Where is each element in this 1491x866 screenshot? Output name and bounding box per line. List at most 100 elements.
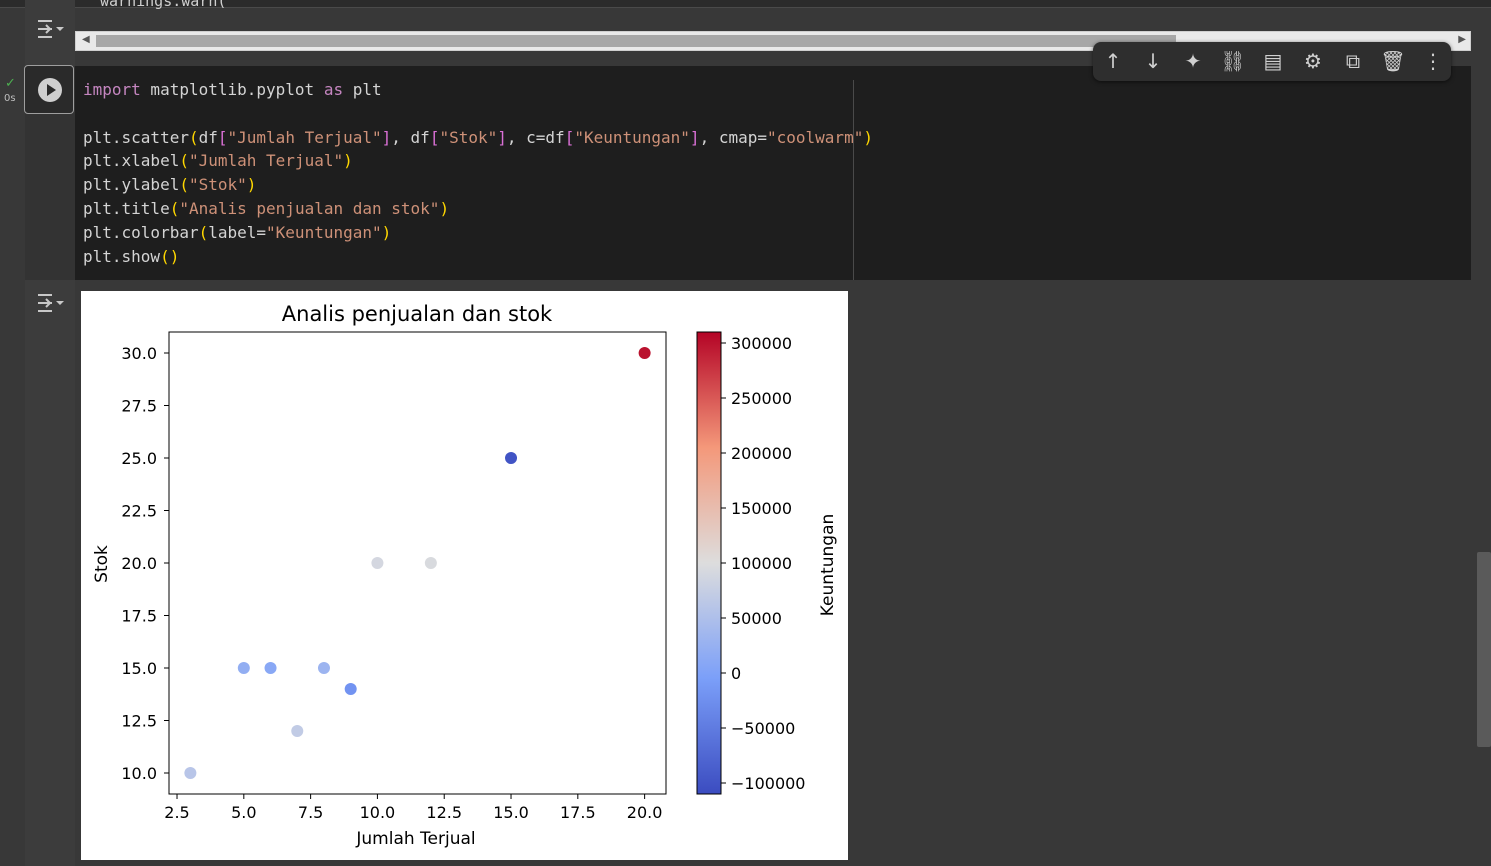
code-line[interactable]: plt.show() bbox=[83, 245, 873, 269]
code-token: [ bbox=[429, 127, 440, 147]
scatter-point bbox=[317, 662, 330, 674]
code-token: plt.colorbar bbox=[83, 222, 199, 242]
scatter-point bbox=[264, 662, 277, 674]
scatter-point bbox=[344, 683, 357, 695]
sparkle-icon[interactable]: ✦ bbox=[1184, 49, 1202, 73]
y-tick-label: 30.0 bbox=[121, 344, 157, 363]
scroll-right-icon[interactable]: ▶ bbox=[1458, 34, 1466, 45]
chart-title: Analis penjualan dan stok bbox=[282, 302, 553, 326]
x-tick-label: 7.5 bbox=[298, 803, 323, 822]
code-token: ( bbox=[188, 127, 199, 147]
colorbar-tick-label: 0 bbox=[731, 664, 741, 683]
code-token: import bbox=[83, 80, 141, 99]
x-tick-label: 20.0 bbox=[627, 803, 663, 822]
code-token: ] bbox=[689, 127, 700, 147]
scatter-point bbox=[184, 767, 197, 779]
colorbar-tick-label: 200000 bbox=[731, 444, 792, 463]
scatter-point bbox=[371, 557, 384, 569]
scatter-point bbox=[424, 557, 437, 569]
code-line[interactable]: plt.scatter(df["Jumlah Terjual"], df["St… bbox=[83, 126, 873, 150]
code-token: "Stok" bbox=[439, 127, 498, 147]
colorbar-tick-label: −50000 bbox=[731, 719, 795, 738]
trash-icon[interactable]: 🗑 bbox=[1380, 49, 1406, 73]
code-token: plt.ylabel bbox=[83, 175, 180, 195]
code-token: ) bbox=[343, 151, 353, 171]
gear-icon[interactable]: ⚙ bbox=[1304, 49, 1322, 73]
output-actions-icon[interactable] bbox=[37, 292, 65, 318]
code-token: ] bbox=[381, 127, 392, 147]
x-tick-label: 15.0 bbox=[493, 803, 529, 822]
x-tick-label: 17.5 bbox=[560, 803, 596, 822]
previous-output-strip bbox=[0, 0, 1491, 8]
colorbar-label: Keuntungan bbox=[818, 514, 838, 617]
move-up-icon[interactable]: ↑ bbox=[1104, 49, 1122, 73]
code-token: ( bbox=[179, 175, 189, 195]
colorbar-tick-label: 150000 bbox=[731, 499, 792, 518]
move-down-icon[interactable]: ↓ bbox=[1144, 49, 1162, 73]
code-line[interactable] bbox=[83, 102, 873, 126]
code-token: ( bbox=[179, 151, 189, 171]
x-tick-label: 10.0 bbox=[360, 803, 396, 822]
code-token: plt.scatter bbox=[83, 127, 189, 147]
warning-text: warnings.warn( bbox=[100, 0, 227, 10]
run-cell-button[interactable] bbox=[24, 65, 74, 114]
code-token: "Jumlah Terjual" bbox=[227, 127, 382, 147]
colorbar-tick-label: 300000 bbox=[731, 334, 792, 353]
y-tick-label: 25.0 bbox=[121, 449, 157, 468]
scatter-point bbox=[291, 725, 304, 737]
code-token: label= bbox=[208, 222, 267, 242]
code-token: , df bbox=[391, 127, 430, 147]
mirror-cell-icon[interactable]: ⧉ bbox=[1345, 49, 1361, 73]
y-tick-label: 22.5 bbox=[121, 502, 157, 521]
link-icon[interactable]: ⛓ bbox=[1220, 49, 1246, 73]
scroll-left-icon[interactable]: ◀ bbox=[82, 34, 90, 45]
code-token: , c=df bbox=[506, 127, 565, 147]
code-token: ) bbox=[246, 175, 257, 195]
vertical-scrollbar-thumb[interactable] bbox=[1477, 552, 1491, 747]
comment-icon[interactable]: ▤ bbox=[1263, 49, 1283, 73]
code-token: "Keuntungan" bbox=[266, 222, 382, 242]
plot-area bbox=[168, 331, 667, 795]
code-line[interactable]: plt.colorbar(label="Keuntungan") bbox=[83, 221, 873, 245]
code-token: [ bbox=[217, 127, 228, 147]
code-token: plt.xlabel bbox=[83, 151, 180, 171]
code-content[interactable]: import matplotlib.pyplot as plt plt.scatt… bbox=[83, 78, 873, 268]
code-editor[interactable] bbox=[75, 66, 1471, 280]
scatter-point bbox=[237, 662, 250, 674]
scroll-thumb[interactable] bbox=[96, 35, 1176, 47]
y-tick-label: 27.5 bbox=[121, 397, 157, 416]
code-token: "Jumlah Terjual" bbox=[188, 151, 344, 171]
code-line[interactable]: plt.title("Analis penjualan dan stok") bbox=[83, 197, 873, 221]
code-line[interactable]: plt.ylabel("Stok") bbox=[83, 173, 873, 197]
y-tick-label: 12.5 bbox=[121, 712, 157, 731]
code-token: , cmap= bbox=[699, 127, 767, 147]
y-tick-label: 15.0 bbox=[121, 659, 157, 678]
x-tick-label: 5.0 bbox=[231, 803, 256, 822]
code-token: "Analis penjualan dan stok" bbox=[179, 198, 440, 218]
x-axis-label: Jumlah Terjual bbox=[355, 829, 475, 849]
code-token: plt.title bbox=[83, 198, 170, 218]
scatter-point bbox=[505, 452, 518, 464]
colorbar-tick-label: 50000 bbox=[731, 609, 782, 628]
code-token: as bbox=[323, 80, 344, 99]
code-token: ( bbox=[169, 198, 180, 218]
editor-ruler bbox=[853, 80, 854, 280]
execution-time: 0s bbox=[4, 93, 16, 104]
more-vert-icon[interactable]: ⋮ bbox=[1423, 49, 1443, 73]
code-token: ) bbox=[863, 127, 873, 147]
colorbar-tick-label: 250000 bbox=[731, 389, 792, 408]
code-token: "coolwarm" bbox=[767, 127, 864, 147]
code-token: df bbox=[198, 127, 218, 147]
colorbar-tick-label: −100000 bbox=[731, 774, 805, 793]
code-line[interactable]: plt.xlabel("Jumlah Terjual") bbox=[83, 149, 873, 173]
output-actions-icon[interactable] bbox=[37, 18, 65, 44]
code-token: "Keuntungan" bbox=[574, 127, 690, 147]
code-token: ) bbox=[439, 198, 450, 218]
code-line[interactable]: import matplotlib.pyplot as plt bbox=[83, 78, 873, 102]
code-token: plt bbox=[343, 80, 382, 99]
scatter-chart: Analis penjualan dan stok Jumlah Terjual… bbox=[92, 302, 838, 849]
code-token: plt.show bbox=[83, 246, 161, 266]
colorbar bbox=[696, 331, 722, 795]
x-tick-label: 2.5 bbox=[164, 803, 189, 822]
y-tick-label: 17.5 bbox=[121, 607, 157, 626]
